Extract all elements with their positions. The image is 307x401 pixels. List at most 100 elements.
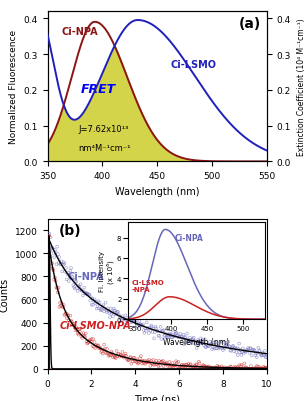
Point [113, 308, 118, 314]
Point [182, 362, 187, 368]
Point [201, 339, 206, 345]
Point [262, 352, 266, 358]
Point [94, 306, 99, 312]
Point [58, 300, 63, 306]
Point [231, 366, 236, 372]
Point [73, 279, 78, 285]
Point [165, 363, 170, 369]
Point [221, 366, 226, 372]
Point [92, 339, 97, 345]
Point [104, 350, 109, 356]
Point [134, 320, 139, 327]
Point [91, 336, 95, 342]
Point [240, 345, 245, 352]
Point [146, 330, 151, 336]
Point [124, 322, 129, 329]
Point [212, 339, 217, 346]
Point [135, 360, 140, 367]
Point [237, 362, 242, 369]
Point [190, 337, 195, 343]
Point [117, 313, 122, 320]
Point [100, 350, 105, 357]
Point [82, 285, 87, 291]
Point [227, 344, 232, 350]
Point [139, 358, 144, 364]
Point [193, 363, 198, 369]
Point [155, 328, 160, 335]
Point [181, 332, 186, 338]
Point [246, 345, 251, 351]
Point [218, 344, 223, 351]
Point [162, 333, 167, 339]
Point [95, 342, 100, 349]
Point [262, 365, 267, 371]
Point [152, 360, 157, 366]
Point [85, 291, 90, 298]
Point [56, 260, 61, 267]
Point [151, 326, 156, 332]
Point [215, 345, 220, 352]
Point [86, 291, 91, 298]
Point [198, 340, 203, 347]
Point [45, 366, 50, 372]
Point [216, 346, 221, 352]
Point [110, 350, 115, 356]
Point [105, 350, 110, 356]
Point [168, 364, 173, 370]
Point [185, 337, 190, 343]
Point [229, 364, 234, 370]
Point [186, 337, 191, 344]
Point [207, 339, 212, 345]
Point [226, 338, 231, 345]
Point [169, 332, 173, 338]
Point [206, 364, 211, 371]
Point [213, 365, 218, 371]
Point [99, 348, 104, 354]
Point [103, 300, 108, 306]
Point [146, 359, 151, 366]
Point [200, 363, 205, 370]
Point [47, 366, 52, 372]
Point [69, 319, 74, 325]
Point [172, 362, 177, 369]
Point [163, 360, 168, 367]
Point [99, 306, 104, 312]
Point [254, 350, 258, 356]
Point [53, 278, 58, 284]
Point [190, 363, 195, 370]
Point [83, 330, 88, 337]
Point [171, 333, 176, 340]
Point [129, 360, 134, 367]
Point [255, 363, 259, 369]
Point [124, 317, 129, 324]
Point [67, 322, 72, 329]
Point [116, 351, 121, 357]
Point [115, 309, 120, 315]
Point [193, 361, 198, 368]
Point [113, 354, 118, 360]
Point [232, 364, 237, 370]
Point [214, 342, 219, 348]
Point [168, 332, 173, 338]
Point [59, 259, 64, 265]
Point [196, 337, 200, 343]
Point [150, 360, 154, 367]
Point [46, 325, 51, 332]
X-axis label: Time (ns): Time (ns) [134, 393, 180, 401]
Point [219, 363, 224, 370]
Point [189, 365, 194, 371]
Point [72, 324, 77, 331]
Point [219, 338, 224, 345]
Point [190, 365, 195, 371]
Point [230, 343, 235, 350]
Point [213, 345, 218, 352]
Point [107, 314, 112, 321]
Text: Ci-LSMO: Ci-LSMO [170, 59, 216, 69]
Point [250, 347, 255, 354]
Point [259, 366, 264, 372]
Point [136, 322, 141, 328]
Point [153, 324, 158, 330]
Point [122, 354, 126, 361]
Point [161, 363, 166, 370]
Point [241, 364, 246, 371]
